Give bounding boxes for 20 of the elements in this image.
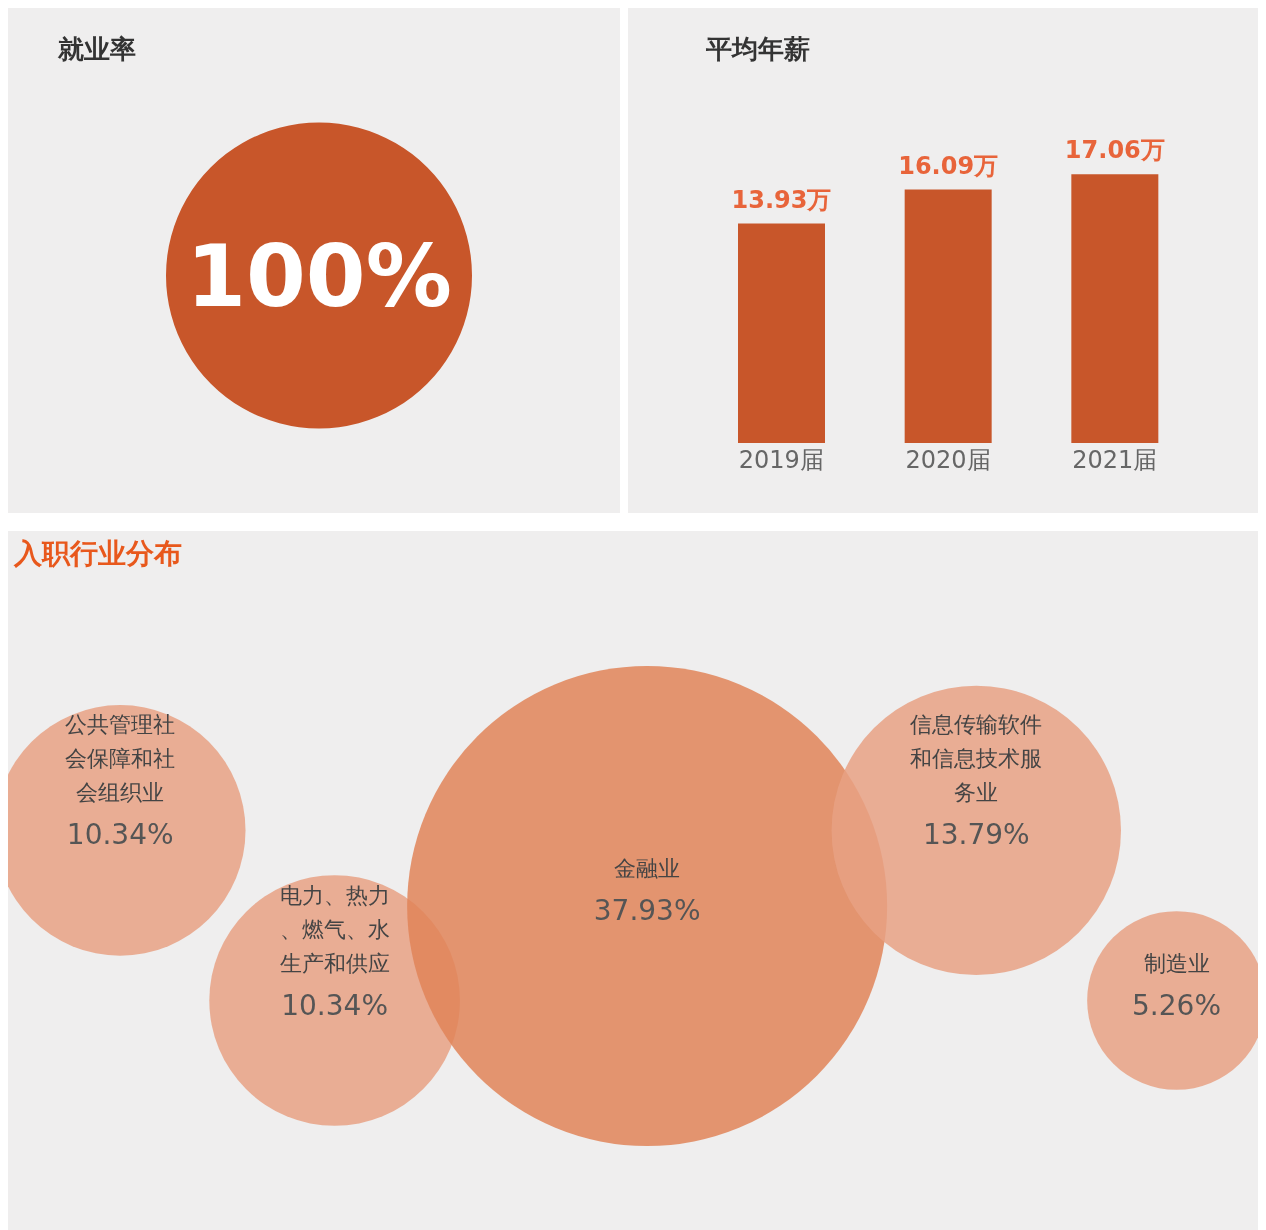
data-label: 10.34% [66,818,174,852]
text: 入职行业分布 [14,536,182,572]
x-tick-label: 2020届 [905,446,991,475]
data-label: 17.06万 [1064,136,1165,165]
x-tick-label: 2019届 [738,446,824,475]
data-label: 100% [186,225,452,326]
data-label: 10.34% [281,988,388,1022]
data-label: 16.09万 [898,151,999,180]
category-label: 信息传输软件和信息技术服务业 [910,712,1043,806]
chart-title: 平均年薪 [706,33,810,66]
data-label: 13.93万 [731,185,832,214]
data-label: 13.79% [922,818,1030,852]
category-label: 制造业 [1143,950,1210,976]
x-tick-label: 2021届 [1072,446,1158,475]
data-label: 37.93% [593,894,701,927]
category-label: 电力、热力、燃气、水生产和供应 [279,882,390,976]
chart-title: 就业率 [58,33,136,66]
category-label: 公共管理社会保障和社会组织业 [65,712,176,806]
category-label: 金融业 [614,856,681,881]
data-label: 5.26% [1132,988,1222,1022]
